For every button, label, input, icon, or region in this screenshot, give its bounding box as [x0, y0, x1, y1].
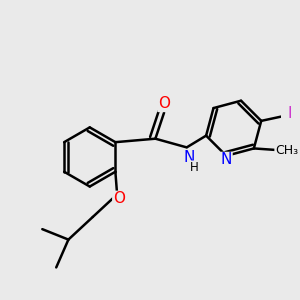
Text: N: N: [220, 152, 232, 167]
Text: O: O: [113, 191, 125, 206]
Text: O: O: [158, 96, 170, 111]
Text: N: N: [184, 150, 195, 165]
Text: I: I: [287, 106, 292, 122]
Text: H: H: [190, 161, 199, 174]
Text: CH₃: CH₃: [275, 144, 298, 157]
